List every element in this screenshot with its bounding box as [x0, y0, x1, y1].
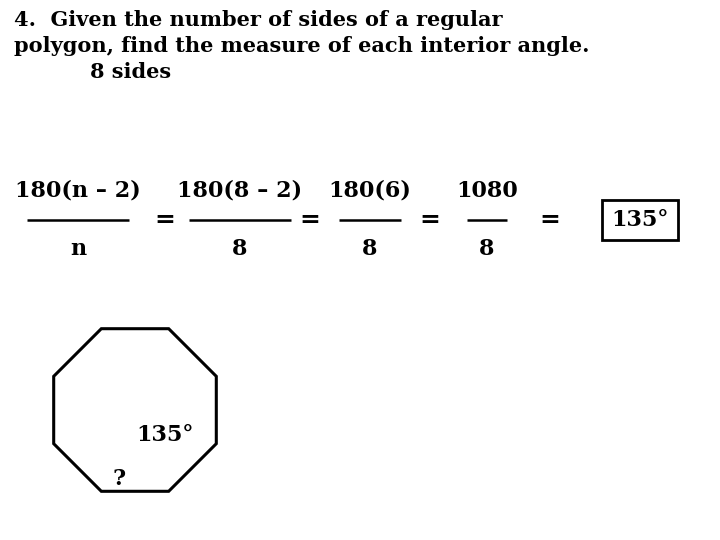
Text: 8: 8: [362, 238, 378, 260]
Text: 180(8 – 2): 180(8 – 2): [177, 180, 302, 202]
Text: 8 sides: 8 sides: [90, 62, 171, 82]
Text: polygon, find the measure of each interior angle.: polygon, find the measure of each interi…: [14, 36, 590, 56]
Text: 180(6): 180(6): [328, 180, 411, 202]
Text: 135°: 135°: [136, 424, 194, 446]
Text: 4.  Given the number of sides of a regular: 4. Given the number of sides of a regula…: [14, 10, 503, 30]
Text: =: =: [300, 208, 320, 232]
Text: n: n: [70, 238, 86, 260]
Text: ?: ?: [113, 468, 126, 490]
Text: 8: 8: [480, 238, 495, 260]
Text: =: =: [420, 208, 441, 232]
Text: =: =: [155, 208, 176, 232]
Text: 180(n – 2): 180(n – 2): [15, 180, 141, 202]
Text: 135°: 135°: [611, 209, 669, 231]
Text: 8: 8: [233, 238, 248, 260]
Text: =: =: [539, 208, 560, 232]
Text: 1080: 1080: [456, 180, 518, 202]
